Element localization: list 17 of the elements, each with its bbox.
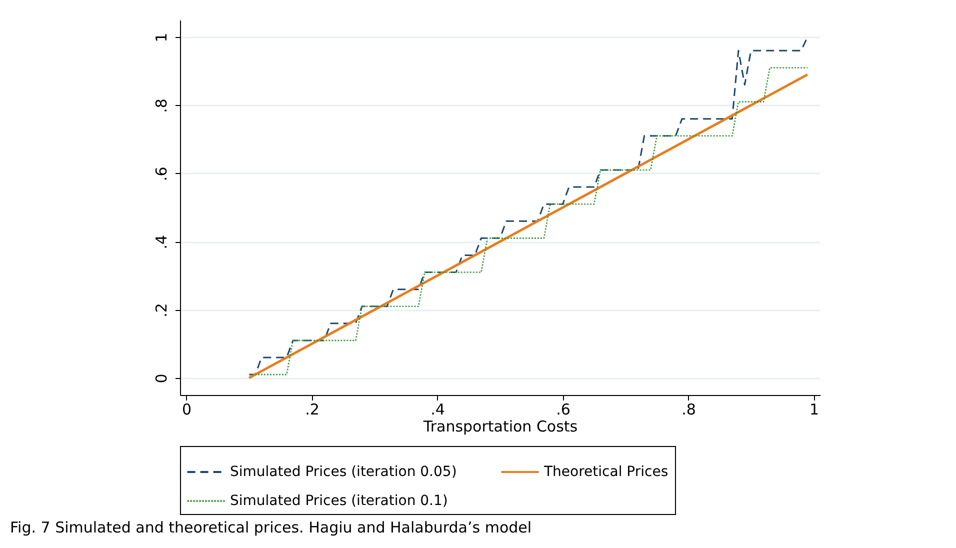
y-tick-label: 0 (152, 374, 170, 384)
y-tick-label: .2 (152, 303, 170, 318)
x-tick-label: .2 (305, 400, 320, 418)
y-tick-label: .4 (152, 234, 170, 250)
legend-label: Simulated Prices (iteration 0.1) (230, 493, 448, 509)
x-axis-title: Transportation Costs (422, 418, 578, 436)
x-tick-label: .8 (682, 400, 696, 418)
legend-label: Theoretical Prices (543, 464, 668, 480)
x-tick-label: 1 (809, 400, 819, 418)
legend-label: Simulated Prices (iteration 0.05) (230, 464, 457, 480)
x-tick-label: 0 (182, 400, 192, 418)
caption: Fig. 7 Simulated and theoretical prices. Hagiu and Halaburda’s model (10, 518, 532, 536)
y-tick-label: .8 (152, 98, 170, 113)
y-tick-label: 1 (152, 32, 170, 42)
x-tick-label: .6 (556, 400, 570, 418)
x-tick-label: .4 (430, 400, 445, 418)
y-tick-label: .6 (152, 166, 170, 182)
